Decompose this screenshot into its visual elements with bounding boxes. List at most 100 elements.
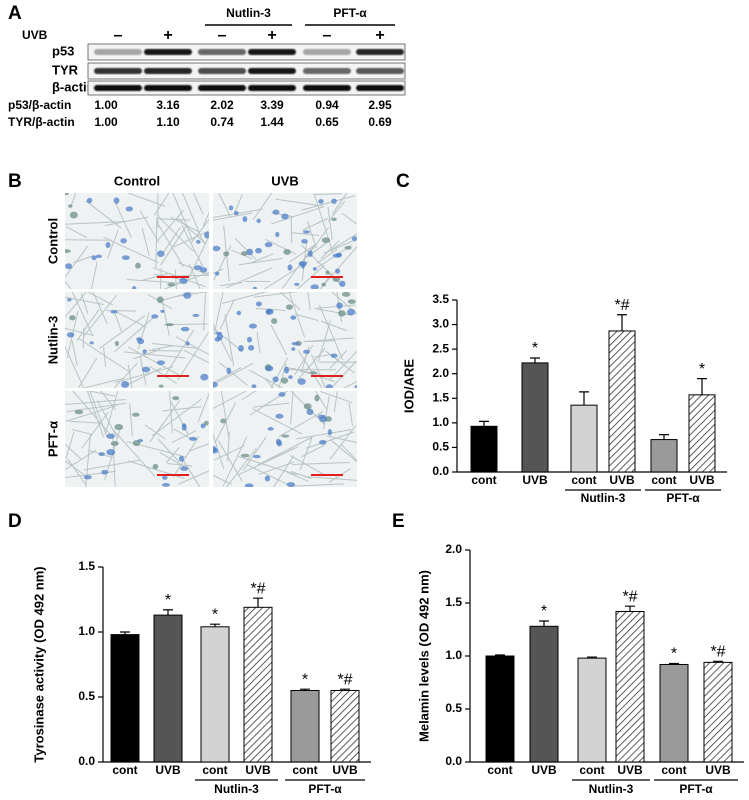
cell-fiber xyxy=(202,211,209,227)
cell-fiber xyxy=(144,424,166,440)
cell-fiber xyxy=(104,391,119,435)
cell-nucleus xyxy=(156,296,164,304)
blot-band xyxy=(198,68,246,74)
cell-nucleus xyxy=(200,423,206,429)
cell-nucleus xyxy=(344,245,352,250)
cell-fiber xyxy=(320,240,340,260)
cell-fiber xyxy=(270,324,288,356)
cell-nucleus xyxy=(216,333,223,341)
cell-nucleus xyxy=(151,314,159,319)
cell-fiber xyxy=(278,411,324,437)
cell-nucleus xyxy=(185,341,190,346)
cell-nucleus xyxy=(246,248,254,256)
cell-nucleus xyxy=(194,265,202,271)
cell-nucleus xyxy=(264,475,271,482)
cell-fiber xyxy=(114,366,174,384)
cell-fiber xyxy=(65,405,117,422)
cell-nucleus xyxy=(301,239,308,244)
y-tick-label: 0.0 xyxy=(78,754,95,768)
micrograph-content xyxy=(65,193,209,289)
blot-band xyxy=(94,68,142,74)
cell-nucleus xyxy=(203,420,209,426)
cell-fiber xyxy=(156,221,185,268)
cell-nucleus xyxy=(65,249,71,253)
cell-nucleus xyxy=(135,262,141,269)
bar xyxy=(110,634,140,763)
cell-fiber xyxy=(162,406,202,412)
cell-nucleus xyxy=(332,253,342,258)
cell-fiber xyxy=(181,225,204,269)
cell-nucleus xyxy=(156,360,166,366)
cell-nucleus xyxy=(165,323,174,327)
error-bar xyxy=(300,688,310,691)
cell-nucleus xyxy=(264,242,273,248)
cell-nucleus xyxy=(195,239,201,244)
cell-nucleus xyxy=(215,331,223,335)
cell-fiber xyxy=(114,202,132,239)
y-tick-label: 2.0 xyxy=(432,366,449,380)
cell-fiber xyxy=(174,292,209,298)
x-tick-label: UVB xyxy=(245,763,271,777)
cell-fiber xyxy=(266,446,299,463)
cell-nucleus xyxy=(275,231,280,238)
cell-fiber xyxy=(162,302,170,336)
ratio-value: 0.65 xyxy=(315,115,339,129)
cell-fiber xyxy=(314,194,334,253)
significance-mark: * xyxy=(699,361,705,378)
cell-nucleus xyxy=(189,436,198,441)
blot-band xyxy=(248,49,296,55)
cell-nucleus xyxy=(114,424,124,431)
cell-fiber xyxy=(222,436,248,487)
cell-nucleus xyxy=(181,424,187,431)
cell-fiber xyxy=(290,391,294,425)
cell-fiber xyxy=(303,337,354,343)
cell-nucleus xyxy=(137,439,144,443)
x-tick-label: UVB xyxy=(609,473,635,487)
row-label: PFT-α xyxy=(45,421,60,457)
treatment-sign: + xyxy=(163,27,172,44)
y-tick-label: 3.5 xyxy=(432,292,449,306)
cell-fiber xyxy=(149,400,181,443)
cell-fiber xyxy=(187,238,209,280)
error-bar xyxy=(253,597,263,608)
cell-fiber xyxy=(332,193,348,214)
significance-mark: *# xyxy=(337,671,352,688)
cell-nucleus xyxy=(65,193,69,196)
cell-fiber xyxy=(317,304,356,309)
x-tick-label: cont xyxy=(571,473,596,487)
bar xyxy=(529,625,559,763)
cell-nucleus xyxy=(180,326,190,332)
cell-fiber xyxy=(270,205,325,225)
cell-fiber xyxy=(114,316,155,353)
error-bar xyxy=(530,357,540,363)
significance-mark: * xyxy=(212,606,218,623)
ratio-label: p53/β-actin xyxy=(8,98,71,112)
cell-nucleus xyxy=(180,466,189,471)
blot-band xyxy=(248,68,296,74)
cell-nucleus xyxy=(325,384,333,388)
treatment-sign: – xyxy=(323,27,332,44)
cell-nucleus xyxy=(331,198,337,204)
cell-fiber xyxy=(78,338,132,374)
cell-nucleus xyxy=(278,392,286,397)
blot-band xyxy=(303,49,351,55)
cell-fiber xyxy=(329,350,348,369)
cell-fiber xyxy=(296,264,326,289)
row-label: Nutlin-3 xyxy=(45,316,60,364)
y-tick-label: 2.5 xyxy=(432,341,449,355)
significance-mark: * xyxy=(541,603,547,620)
cell-nucleus xyxy=(162,475,168,480)
blot-band xyxy=(94,85,142,91)
ratio-label: TYR/β-actin xyxy=(8,115,75,129)
cell-nucleus xyxy=(242,216,248,223)
cell-fiber xyxy=(65,226,87,238)
cell-fiber xyxy=(82,327,85,349)
y-tick-label: 0.5 xyxy=(78,689,95,703)
cell-fiber xyxy=(83,294,118,337)
cell-fiber xyxy=(213,367,242,384)
cell-fiber xyxy=(172,436,200,478)
blot-strip xyxy=(87,62,406,80)
blot-strip xyxy=(87,43,406,61)
panel-letter: D xyxy=(8,511,22,532)
cell-fiber xyxy=(151,398,202,437)
